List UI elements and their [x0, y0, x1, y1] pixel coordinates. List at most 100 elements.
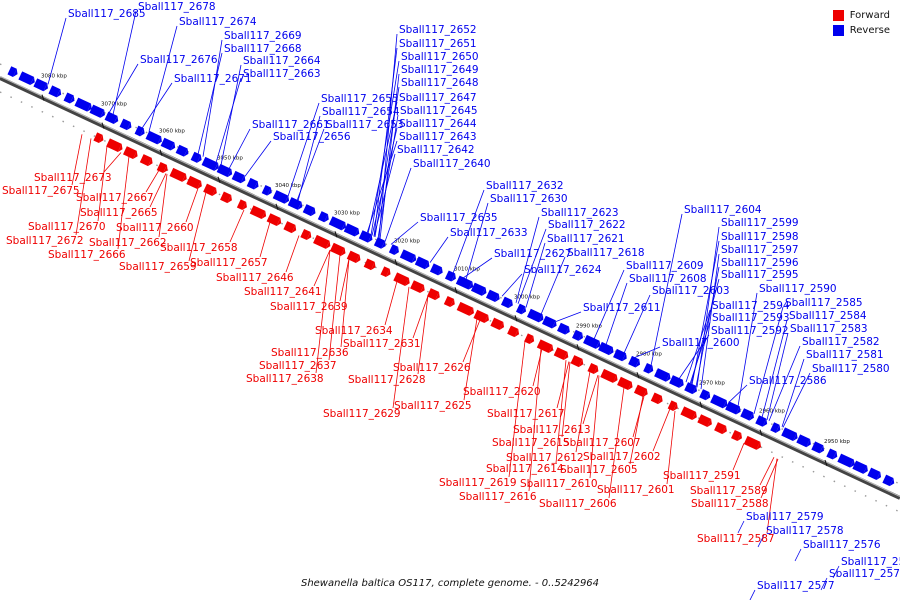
gene-label[interactable]: Sball117_2642	[397, 144, 475, 156]
gene-label[interactable]: Sball117_2578	[766, 525, 844, 537]
gene-label[interactable]: Sball117_2594	[712, 300, 790, 312]
gene-arrow[interactable]	[106, 138, 124, 153]
gene-label[interactable]: Sball117_2583	[790, 323, 868, 335]
gene-arrow[interactable]	[236, 199, 249, 211]
gene-label[interactable]: Sball117_2617	[487, 408, 565, 420]
gene-label[interactable]: Sball117_2611	[583, 302, 661, 314]
gene-arrow[interactable]	[231, 170, 248, 185]
gene-arrow[interactable]	[7, 66, 19, 78]
gene-arrow[interactable]	[755, 415, 769, 428]
gene-label[interactable]: Sball117_2648	[401, 77, 479, 89]
gene-label[interactable]: Sball117_2630	[490, 193, 568, 205]
gene-label[interactable]: Sball117_2575	[829, 568, 900, 580]
gene-label[interactable]: Sball117_2616	[459, 491, 537, 503]
gene-arrow[interactable]	[443, 295, 457, 308]
gene-label[interactable]: Sball117_2662	[89, 237, 167, 249]
gene-label[interactable]: Sball117_2598	[721, 231, 799, 243]
gene-label[interactable]: Sball117_2652	[399, 24, 477, 36]
gene-label[interactable]: Sball117_2653	[326, 119, 404, 131]
gene-label[interactable]: Sball117_2584	[789, 310, 867, 322]
gene-label[interactable]: Sball117_2625	[394, 400, 472, 412]
gene-arrow[interactable]	[358, 230, 375, 244]
gene-arrow[interactable]	[48, 85, 63, 98]
gene-label[interactable]: Sball117_2651	[399, 38, 477, 50]
gene-arrow[interactable]	[740, 408, 756, 422]
gene-label[interactable]: Sball117_2622	[548, 219, 626, 231]
gene-label[interactable]: Sball117_2671	[174, 73, 252, 85]
gene-label[interactable]: Sball117_2660	[116, 222, 194, 234]
gene-arrow[interactable]	[867, 467, 883, 482]
gene-label[interactable]: Sball117_2675	[2, 185, 80, 197]
gene-arrow[interactable]	[507, 325, 521, 339]
gene-arrow[interactable]	[837, 453, 856, 469]
gene-label[interactable]: Sball117_2665	[80, 207, 158, 219]
gene-label[interactable]: Sball117_2636	[271, 347, 349, 359]
gene-arrow[interactable]	[169, 167, 188, 183]
gene-arrow[interactable]	[680, 406, 698, 421]
gene-arrow[interactable]	[249, 205, 268, 220]
gene-arrow[interactable]	[261, 184, 274, 197]
gene-label[interactable]: Sball117_2599	[721, 217, 799, 229]
gene-label[interactable]: Sball117_2670	[28, 221, 106, 233]
gene-arrow[interactable]	[74, 97, 93, 113]
gene-arrow[interactable]	[216, 163, 234, 178]
gene-label[interactable]: Sball117_2610	[520, 478, 598, 490]
gene-label[interactable]: Sball117_2607	[563, 437, 641, 449]
gene-label[interactable]: Sball117_2655	[321, 93, 399, 105]
gene-arrow[interactable]	[220, 191, 234, 205]
gene-label[interactable]: Sball117_2674	[179, 16, 257, 28]
gene-label[interactable]: Sball117_2676	[140, 54, 218, 66]
gene-label[interactable]: Sball117_2586	[749, 375, 827, 387]
gene-label[interactable]: Sball117_2659	[119, 261, 197, 273]
gene-label[interactable]: Sball117_2595	[721, 269, 799, 281]
gene-arrow[interactable]	[410, 280, 426, 294]
gene-arrow[interactable]	[427, 288, 442, 301]
gene-arrow[interactable]	[515, 303, 528, 316]
gene-arrow[interactable]	[160, 137, 177, 152]
gene-arrow[interactable]	[572, 329, 585, 342]
gene-arrow[interactable]	[272, 190, 291, 205]
gene-arrow[interactable]	[650, 392, 665, 406]
gene-label[interactable]: Sball117_2640	[413, 158, 491, 170]
gene-label[interactable]: Sball117_2574	[841, 556, 900, 568]
gene-label[interactable]: Sball117_2582	[802, 336, 880, 348]
gene-label[interactable]: Sball117_2650	[401, 51, 479, 63]
gene-arrow[interactable]	[343, 223, 361, 237]
gene-label[interactable]: Sball117_2619	[439, 477, 517, 489]
gene-arrow[interactable]	[399, 249, 418, 264]
gene-arrow[interactable]	[633, 384, 650, 399]
gene-arrow[interactable]	[553, 347, 570, 361]
gene-arrow[interactable]	[473, 309, 490, 324]
gene-arrow[interactable]	[587, 362, 600, 375]
gene-arrow[interactable]	[557, 322, 572, 336]
gene-label[interactable]: Sball117_2581	[806, 349, 884, 361]
gene-arrow[interactable]	[388, 244, 401, 256]
gene-arrow[interactable]	[63, 92, 77, 104]
gene-label[interactable]: Sball117_2580	[812, 363, 890, 375]
gene-arrow[interactable]	[313, 234, 332, 250]
gene-label[interactable]: Sball117_2669	[224, 30, 302, 42]
gene-arrow[interactable]	[684, 382, 699, 395]
gene-label[interactable]: Sball117_2673	[34, 172, 112, 184]
gene-arrow[interactable]	[414, 256, 431, 270]
gene-label[interactable]: Sball117_2667	[76, 192, 154, 204]
gene-label[interactable]: Sball117_2593	[712, 312, 790, 324]
gene-arrow[interactable]	[710, 394, 729, 409]
gene-label[interactable]: Sball117_2672	[6, 235, 84, 247]
gene-label[interactable]: Sball117_2613	[513, 424, 591, 436]
gene-label[interactable]: Sball117_2612	[506, 452, 584, 464]
gene-arrow[interactable]	[697, 414, 713, 428]
gene-label[interactable]: Sball117_2606	[539, 498, 617, 510]
gene-arrow[interactable]	[201, 156, 221, 172]
gene-arrow[interactable]	[542, 315, 558, 330]
gene-arrow[interactable]	[203, 183, 219, 198]
gene-label[interactable]: Sball117_2588	[691, 498, 769, 510]
gene-label[interactable]: Sball117_2629	[323, 408, 401, 420]
gene-arrow[interactable]	[328, 216, 348, 231]
gene-arrow[interactable]	[429, 263, 445, 276]
gene-arrow[interactable]	[600, 368, 619, 384]
gene-arrow[interactable]	[302, 204, 318, 217]
gene-arrow[interactable]	[134, 125, 147, 138]
gene-arrow[interactable]	[725, 401, 742, 415]
gene-label[interactable]: Sball117_2576	[803, 539, 881, 551]
